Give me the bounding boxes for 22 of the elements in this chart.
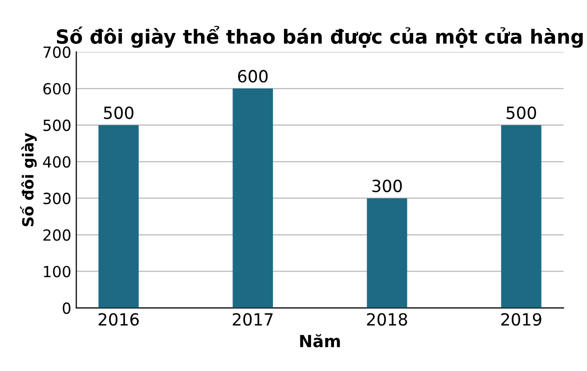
y-tick-label: 100 (44, 266, 70, 278)
y-tick-label: 500 (43, 120, 70, 132)
bar (232, 88, 273, 308)
bar (366, 198, 408, 308)
y-tick-label: 300 (43, 192, 70, 204)
y-tick-label: 0 (62, 302, 70, 314)
y-tick-label: 700 (44, 46, 70, 58)
y-tick-label: 400 (43, 156, 70, 168)
data-label: 500 (506, 106, 536, 120)
x-axis-title: Năm (300, 334, 340, 348)
y-tick-label: 600 (43, 82, 70, 95)
bar (501, 125, 542, 308)
x-tick-label: 2018 (367, 313, 408, 326)
x-tick-label: 2019 (501, 313, 542, 326)
y-axis-title: Số đôi giày (20, 132, 37, 226)
data-label: 300 (372, 180, 402, 192)
x-tick-label: 2017 (232, 313, 273, 326)
data-label: 500 (104, 106, 134, 120)
data-label: 600 (238, 70, 268, 83)
y-tick-label: 200 (43, 229, 70, 241)
bar (98, 125, 139, 308)
x-tick-label: 2016 (98, 313, 139, 326)
